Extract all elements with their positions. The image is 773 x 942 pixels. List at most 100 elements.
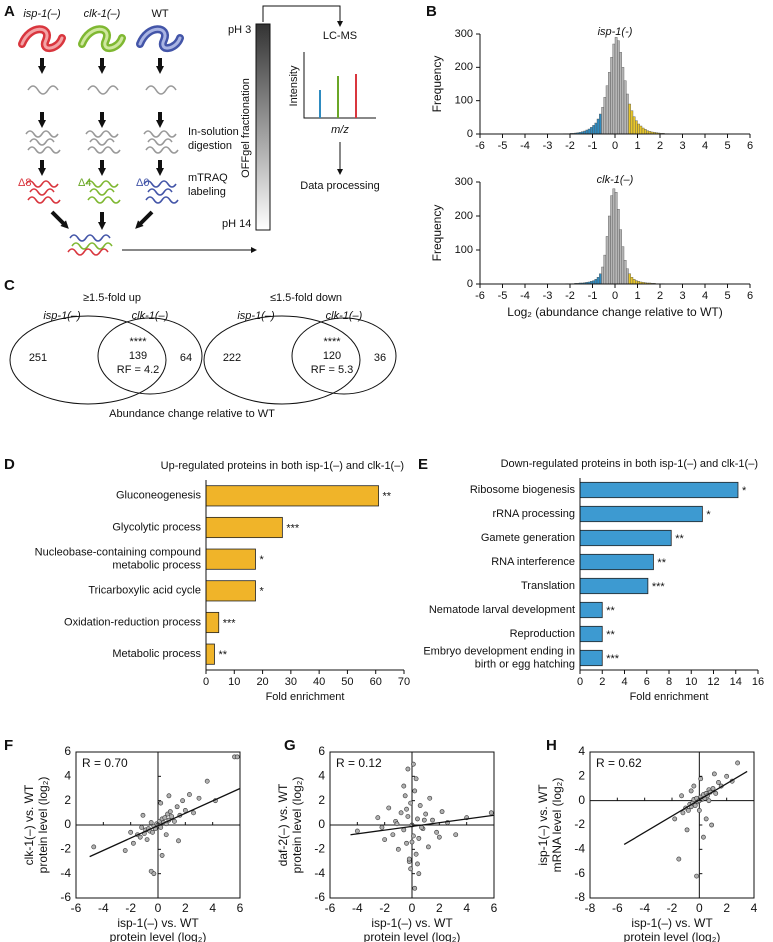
significance: **** [129,336,147,348]
point [439,809,445,815]
bar [592,280,595,285]
point [162,815,168,821]
y-tick-label: 200 [455,210,473,222]
y-tick-label: -4 [314,866,325,880]
point [713,790,719,796]
bar [621,246,625,285]
venn-diagram: ≥1.5-fold up isp-1(–) clk-1(–) 251 **** … [9,292,203,405]
point [408,866,414,872]
point [404,806,409,812]
y-tick-label: -6 [314,890,325,904]
x-tick-label: 0 [409,901,416,915]
y-tick-label: 0 [467,128,473,140]
x-tick-label: -2 [125,901,136,915]
bar [608,72,611,135]
bar [205,516,283,539]
point [128,829,134,835]
x-tick-label: 4 [621,676,627,688]
x-tick-label: -5 [498,290,508,302]
x-axis-label: isp-1(–) vs. WT [117,916,199,930]
y-tick-label: -4 [574,842,585,856]
x-tick-label: -8 [585,901,596,915]
point [672,816,678,822]
panel-label: H [546,737,557,754]
point [180,798,185,804]
point [410,833,416,839]
point [137,834,143,840]
significance: ** [606,629,615,641]
ph-label: pH 3 [228,24,251,36]
x-tick-label: 40 [313,676,325,688]
point [698,776,704,782]
y-tick-label: 2 [64,793,71,807]
y-tick-label: 100 [455,244,473,256]
set-label: isp-1(–) [237,310,275,322]
significance: ** [606,605,615,617]
bar [596,118,600,135]
point [676,856,682,862]
workflow: isp-1(–) clk-1(–) WT [18,5,380,256]
category-label: Translation [521,580,575,592]
point [182,808,188,813]
count: 222 [223,352,241,364]
significance: *** [652,581,666,593]
x-tick-label: 4 [463,901,470,915]
x-tick-label: 50 [341,676,353,688]
y-tick-label: 6 [318,744,325,758]
point [139,825,144,830]
bar [205,580,256,602]
mass-tag: Δ4 [78,177,91,189]
bar [632,279,636,285]
bar [623,260,627,285]
point [413,851,419,857]
x-tick-label: 8 [666,676,672,688]
x-tick-label: -2 [667,901,678,915]
bar [579,601,603,619]
bar [619,52,622,135]
x-tick-label: -6 [325,901,336,915]
mass-tag: Δ0 [136,177,149,189]
rf: RF = 4.2 [117,364,160,376]
peptides [25,85,179,256]
x-tick-label: 0 [696,901,703,915]
set-label: clk-1(–) [132,310,169,322]
x-tick-label: -4 [352,901,363,915]
bar [630,110,634,135]
set-label: isp-1(–) [43,310,81,322]
y-tick-label: 100 [455,95,473,107]
point [187,792,192,797]
chart-title: Down-regulated proteins in both isp-1(–)… [501,458,758,470]
point [416,871,422,877]
category-label: Reproduction [510,628,575,640]
y-axis-label: protein level (log₂) [290,777,304,874]
step-label: In-solution [188,126,239,138]
x-tick-label: -2 [565,140,575,152]
x-tick-label: -6 [612,901,623,915]
chart-title: isp-1(-) [598,26,633,38]
chart-title: clk-1(–) [597,174,634,186]
point [701,834,706,840]
significance: * [742,485,747,497]
bar [630,277,634,285]
x-axis-label: Log₂ (abundance change relative to WT) [507,305,722,319]
x-tick-label: 2 [182,901,189,915]
annotation: R = 0.12 [336,756,382,770]
set-circle [97,317,203,395]
panel-label: F [4,737,13,754]
point [144,837,150,842]
x-tick-label: 10 [228,676,240,688]
bar [632,116,636,135]
category-label: Gluconeogenesis [116,490,202,502]
x-tick-label: -3 [543,140,553,152]
significance: ** [383,491,392,503]
category-label: Oxidation-reduction process [64,616,201,628]
point [710,786,716,791]
x-tick-label: 30 [285,676,297,688]
count: 36 [374,352,386,364]
point [430,817,435,823]
point [724,773,730,779]
panel-label: D [4,456,15,473]
bar [579,505,703,523]
x-tick-label: -2 [565,290,575,302]
